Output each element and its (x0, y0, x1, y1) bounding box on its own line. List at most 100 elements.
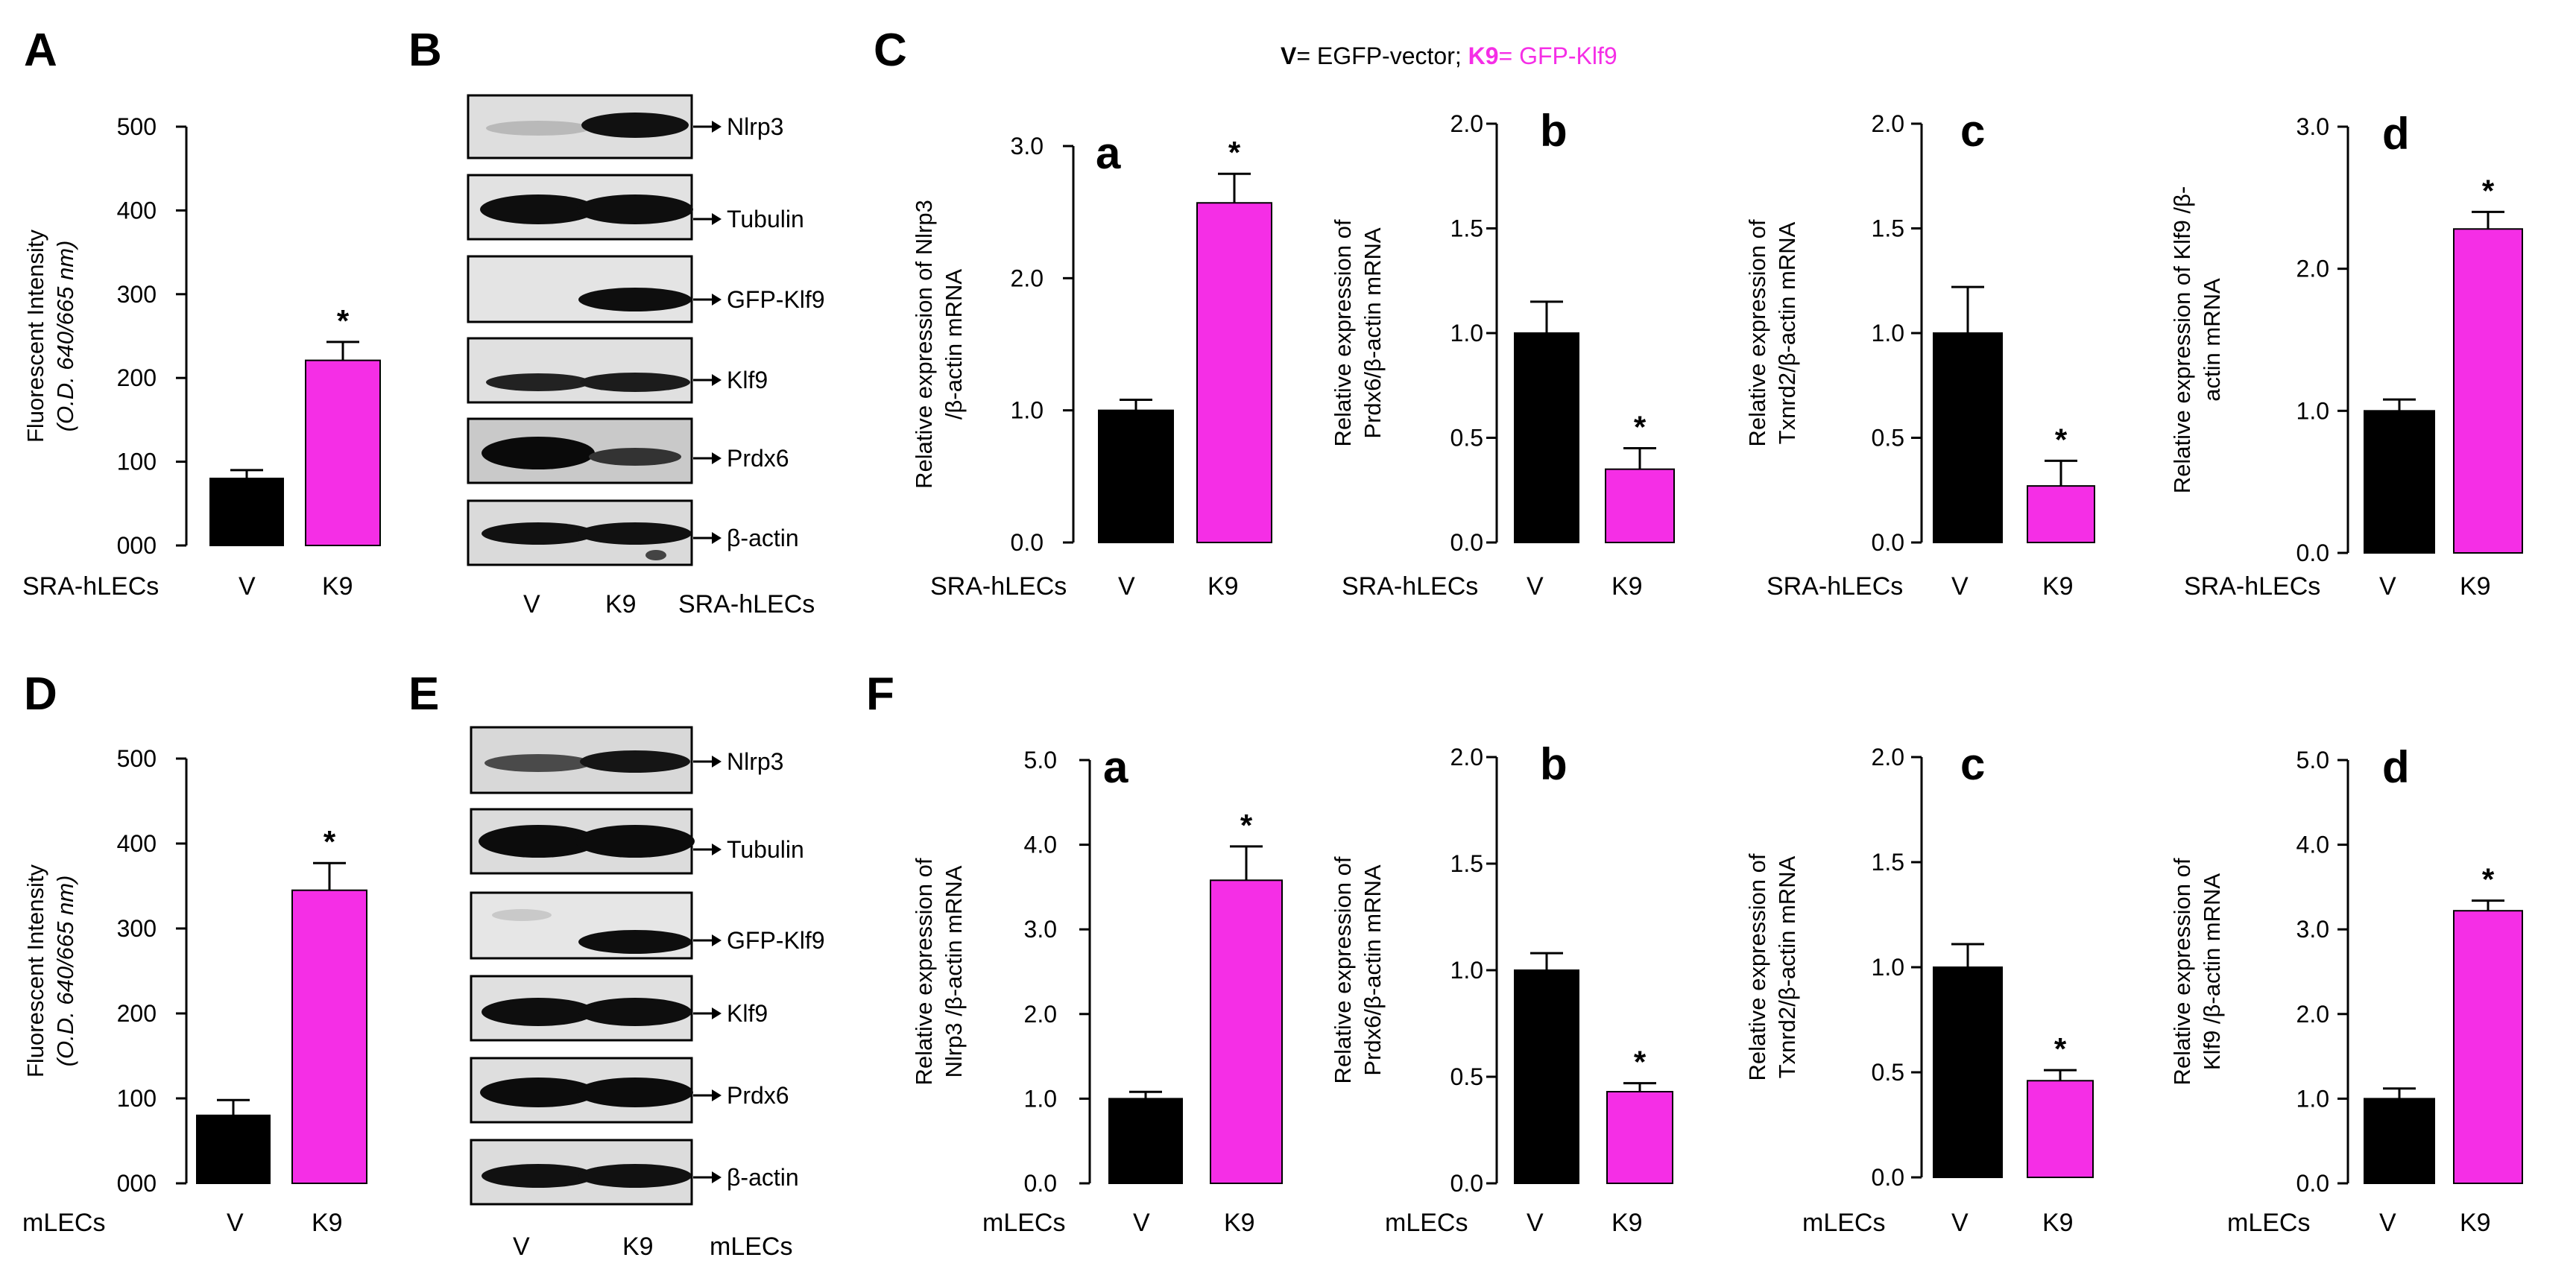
significance-star: * (1634, 410, 1647, 445)
y-tick-label: 0.0 (1872, 1164, 1904, 1191)
bar-v (2364, 1098, 2435, 1185)
x-category-label: V (1527, 1209, 1544, 1237)
significance-star: * (1634, 1045, 1647, 1080)
blot-e-lane-k9: K9 (622, 1233, 654, 1261)
chart-ca: 0.0 1.0 2.0 3.0 Relative expression of Nlrp3… (911, 128, 1272, 601)
y-tick-label: 2.0 (2296, 1001, 2329, 1028)
panel-letter-b: B (408, 25, 442, 76)
y-axis-label-line2: Txnrd2/β-actin mRNA (1774, 221, 1800, 444)
y-axis-label-line2: Prdx6/β-actin mRNA (1360, 864, 1386, 1075)
bar-v (209, 478, 284, 547)
x-category-label: K9 (2042, 1209, 2074, 1237)
sub-panel-letter: d (2382, 742, 2410, 792)
y-tick-label: 2.0 (1024, 1001, 1057, 1028)
cell-line-label: mLECs (1802, 1209, 1885, 1237)
y-tick-label: 1.0 (2296, 1085, 2329, 1112)
bar-k9 (2027, 485, 2095, 544)
western-blot-b: Nlrp3 Tubulin GFP-Klf9 Klf9 (467, 94, 825, 618)
panel-letter-a: A (24, 25, 57, 76)
y-tick-label: 5.0 (1024, 747, 1057, 773)
bar-k9 (305, 359, 381, 547)
y-tick-label: 1.0 (1450, 320, 1483, 347)
x-category-label: V (1951, 1209, 1969, 1237)
blot-band-beta-actin: β-actin (470, 1139, 799, 1206)
y-tick-label: 400 (117, 197, 157, 224)
panel-letter-d: D (24, 668, 57, 720)
cell-line-label: SRA-hLECs (22, 572, 159, 601)
blot-b-label-tubulin: Tubulin (727, 206, 804, 232)
blot-b-label-nlrp3: Nlrp3 (727, 113, 783, 140)
y-tick-label: 300 (117, 915, 157, 942)
y-tick-label: 200 (117, 364, 157, 391)
bar-k9 (1605, 468, 1675, 544)
significance-star: * (1228, 135, 1241, 170)
chart-cb: 0.0 0.5 1.0 1.5 2.0 Relative expression of Prd… (1330, 106, 1675, 601)
panel-letter-e: E (408, 668, 439, 720)
blot-band-nlrp3: Nlrp3 (470, 726, 783, 794)
cell-line-label: SRA-hLECs (930, 572, 1067, 601)
y-tick-label: 3.0 (2296, 113, 2329, 140)
sub-panel-letter: a (1103, 742, 1128, 792)
bar-v (196, 1114, 271, 1185)
legend-v-text: = EGFP-vector; (1296, 42, 1461, 69)
x-category-label: V (1118, 572, 1135, 601)
y-tick-label: 100 (117, 449, 157, 475)
y-axis-label: Relative expression of (1330, 219, 1356, 446)
y-axis-label-line2: (O.D. 640/665 nm) (52, 241, 78, 432)
y-axis-label: Relative expression of (2169, 858, 2195, 1085)
y-axis-label-line2: /β-actin mRNA (941, 269, 967, 420)
y-tick-label: 1.0 (1872, 320, 1904, 347)
y-tick-label: 0.0 (1450, 1170, 1483, 1197)
significance-star: * (2482, 173, 2495, 208)
y-axis-label: Fluorescent Intensity (22, 229, 48, 443)
panel-letter-c: C (874, 25, 907, 76)
blot-b-label-gfp-klf9: GFP-Klf9 (727, 286, 825, 313)
y-axis-label-line2: Klf9 /β-actin mRNA (2199, 873, 2225, 1070)
y-tick-label: 2.0 (1872, 744, 1904, 771)
cell-line-label: mLECs (22, 1209, 105, 1237)
bar-v (1514, 969, 1579, 1184)
bar-k9 (1196, 202, 1272, 543)
y-tick-label: 3.0 (2296, 916, 2329, 943)
x-category-label: V (1527, 572, 1544, 601)
sub-panel-letter: b (1540, 739, 1568, 789)
bar-k9 (2453, 228, 2523, 554)
y-tick-label: 3.0 (1024, 916, 1057, 943)
y-tick-label: 0.0 (1024, 1170, 1057, 1197)
blot-band-klf9: Klf9 (467, 337, 768, 404)
y-tick-label: 1.5 (1872, 849, 1904, 876)
blot-band-nlrp3: Nlrp3 (467, 94, 783, 159)
x-category-label: V (239, 572, 256, 601)
legend-k9-text: = GFP-Klf9 (1499, 42, 1617, 69)
blot-e-label-tubulin: Tubulin (727, 836, 804, 863)
blot-band-gfp-klf9: GFP-Klf9 (470, 891, 825, 960)
chart-cd: 0.0 1.0 2.0 3.0 Relative expression of Klf9 … (2169, 109, 2523, 601)
x-category-label: V (1951, 572, 1969, 601)
blot-b-label-prdx6: Prdx6 (727, 445, 789, 472)
bar-v (1933, 332, 2003, 543)
y-tick-label: 0.0 (1011, 529, 1044, 556)
significance-star: * (1240, 808, 1253, 843)
x-category-label: V (1133, 1209, 1150, 1237)
y-tick-label: 400 (117, 830, 157, 857)
legend-k9-key: K9 (1468, 42, 1499, 69)
blot-e-label-gfp-klf9: GFP-Klf9 (727, 927, 825, 954)
chart-fb: 0.0 0.5 1.0 1.5 2.0 Relative expression of Prd… (1330, 739, 1673, 1237)
cell-line-label: mLECs (982, 1209, 1065, 1237)
chart-a: 000 100 200 300 400 500 Fluorescent Intensity(… (22, 113, 381, 601)
blot-b-lane-k9: K9 (605, 590, 637, 618)
legend: V= EGFP-vector; K9= GFP-Klf9 (1281, 42, 1617, 69)
blot-b-label-beta-actin: β-actin (727, 525, 799, 551)
blot-b-label-klf9: Klf9 (727, 367, 768, 393)
y-tick-label: 5.0 (2296, 747, 2329, 773)
chart-fc: 0.0 0.5 1.0 1.5 2.0 Relative expression of Txn… (1744, 739, 2094, 1237)
significance-star: * (2054, 1031, 2067, 1066)
cell-line-label: SRA-hLECs (1767, 572, 1903, 601)
y-tick-label: 500 (117, 113, 157, 140)
y-tick-label: 4.0 (2296, 832, 2329, 858)
sub-panel-letter: c (1960, 739, 1985, 789)
x-category-label: K9 (2460, 1209, 2491, 1237)
y-tick-label: 0.0 (2296, 1170, 2329, 1197)
cell-line-label: mLECs (1385, 1209, 1468, 1237)
